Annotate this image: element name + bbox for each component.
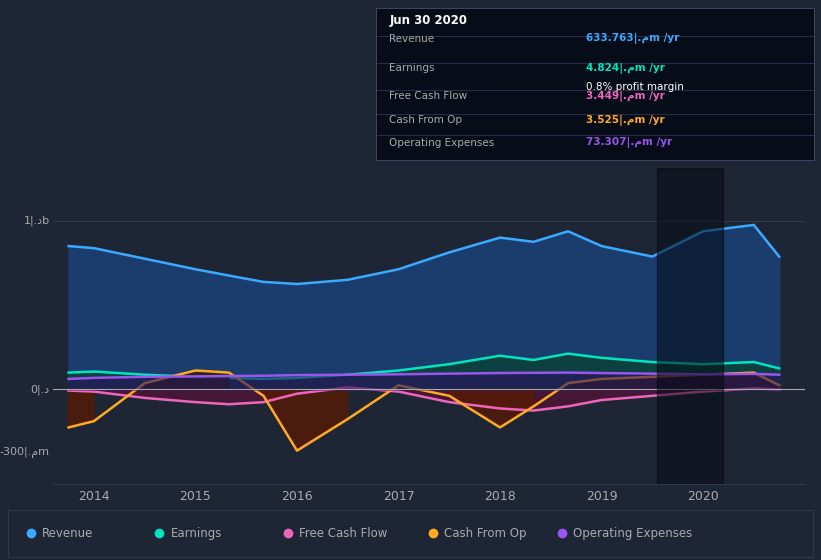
Text: -300|.مm: -300|.مm (0, 447, 49, 458)
Text: 3.525|.مm /yr: 3.525|.مm /yr (586, 115, 665, 126)
Text: Revenue: Revenue (389, 34, 434, 44)
Bar (658, 168, 723, 484)
Text: 1|.دb: 1|.دb (24, 216, 49, 226)
Text: Operating Expenses: Operating Expenses (573, 527, 692, 540)
Text: Free Cash Flow: Free Cash Flow (300, 527, 388, 540)
Text: 0|.د: 0|.د (30, 384, 49, 395)
Text: 0.8% profit margin: 0.8% profit margin (586, 82, 684, 92)
Text: Free Cash Flow: Free Cash Flow (389, 91, 467, 101)
Text: 633.763|.مm /yr: 633.763|.مm /yr (586, 33, 679, 44)
Text: Earnings: Earnings (389, 63, 434, 73)
Text: 73.307|.مm /yr: 73.307|.مm /yr (586, 137, 672, 148)
Text: Jun 30 2020: Jun 30 2020 (389, 15, 467, 27)
Text: Revenue: Revenue (42, 527, 94, 540)
Text: 3.449|.مm /yr: 3.449|.مm /yr (586, 91, 665, 101)
Text: 4.824|.مm /yr: 4.824|.مm /yr (586, 63, 665, 74)
Text: Operating Expenses: Operating Expenses (389, 138, 494, 148)
Text: Earnings: Earnings (171, 527, 222, 540)
Text: Cash From Op: Cash From Op (389, 115, 462, 125)
Text: Cash From Op: Cash From Op (444, 527, 527, 540)
